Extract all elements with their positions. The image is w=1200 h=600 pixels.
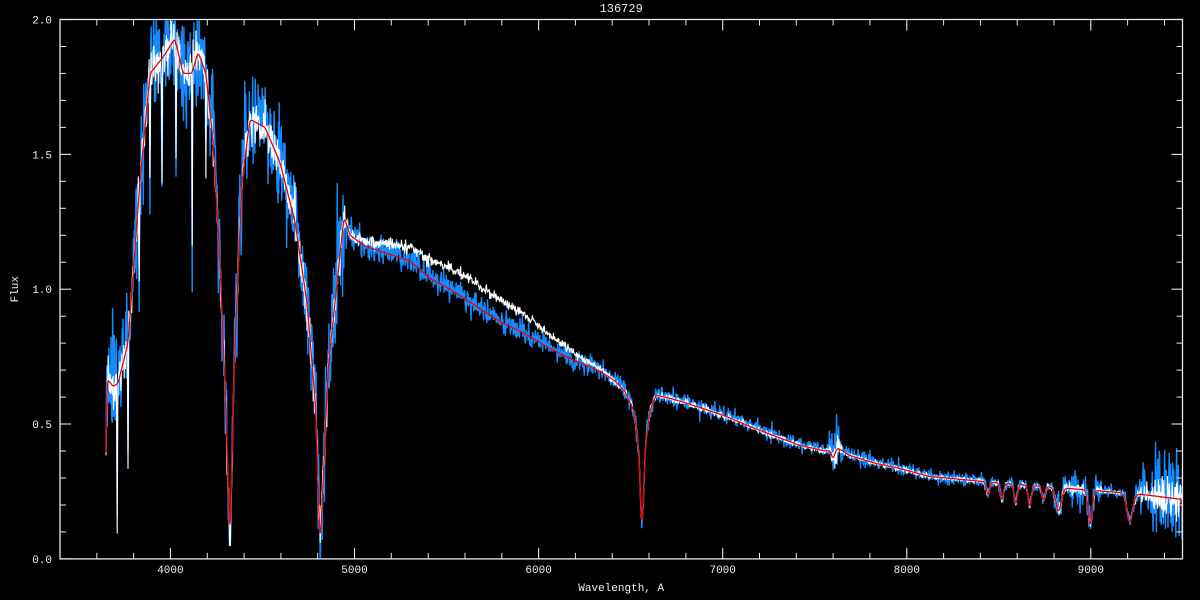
svg-text:8000: 8000 <box>894 565 920 577</box>
svg-text:0.0: 0.0 <box>32 555 52 567</box>
svg-text:1.0: 1.0 <box>32 285 52 297</box>
svg-text:2.0: 2.0 <box>32 16 52 28</box>
svg-text:Flux: Flux <box>10 276 22 303</box>
svg-text:4000: 4000 <box>157 565 183 577</box>
svg-text:Wavelength, A: Wavelength, A <box>578 583 664 595</box>
svg-text:6000: 6000 <box>525 565 551 577</box>
svg-text:136729: 136729 <box>600 2 643 16</box>
svg-text:9000: 9000 <box>1078 565 1104 577</box>
svg-text:5000: 5000 <box>341 565 367 577</box>
svg-text:0.5: 0.5 <box>32 420 52 432</box>
svg-text:7000: 7000 <box>709 565 735 577</box>
svg-text:1.5: 1.5 <box>32 150 52 162</box>
